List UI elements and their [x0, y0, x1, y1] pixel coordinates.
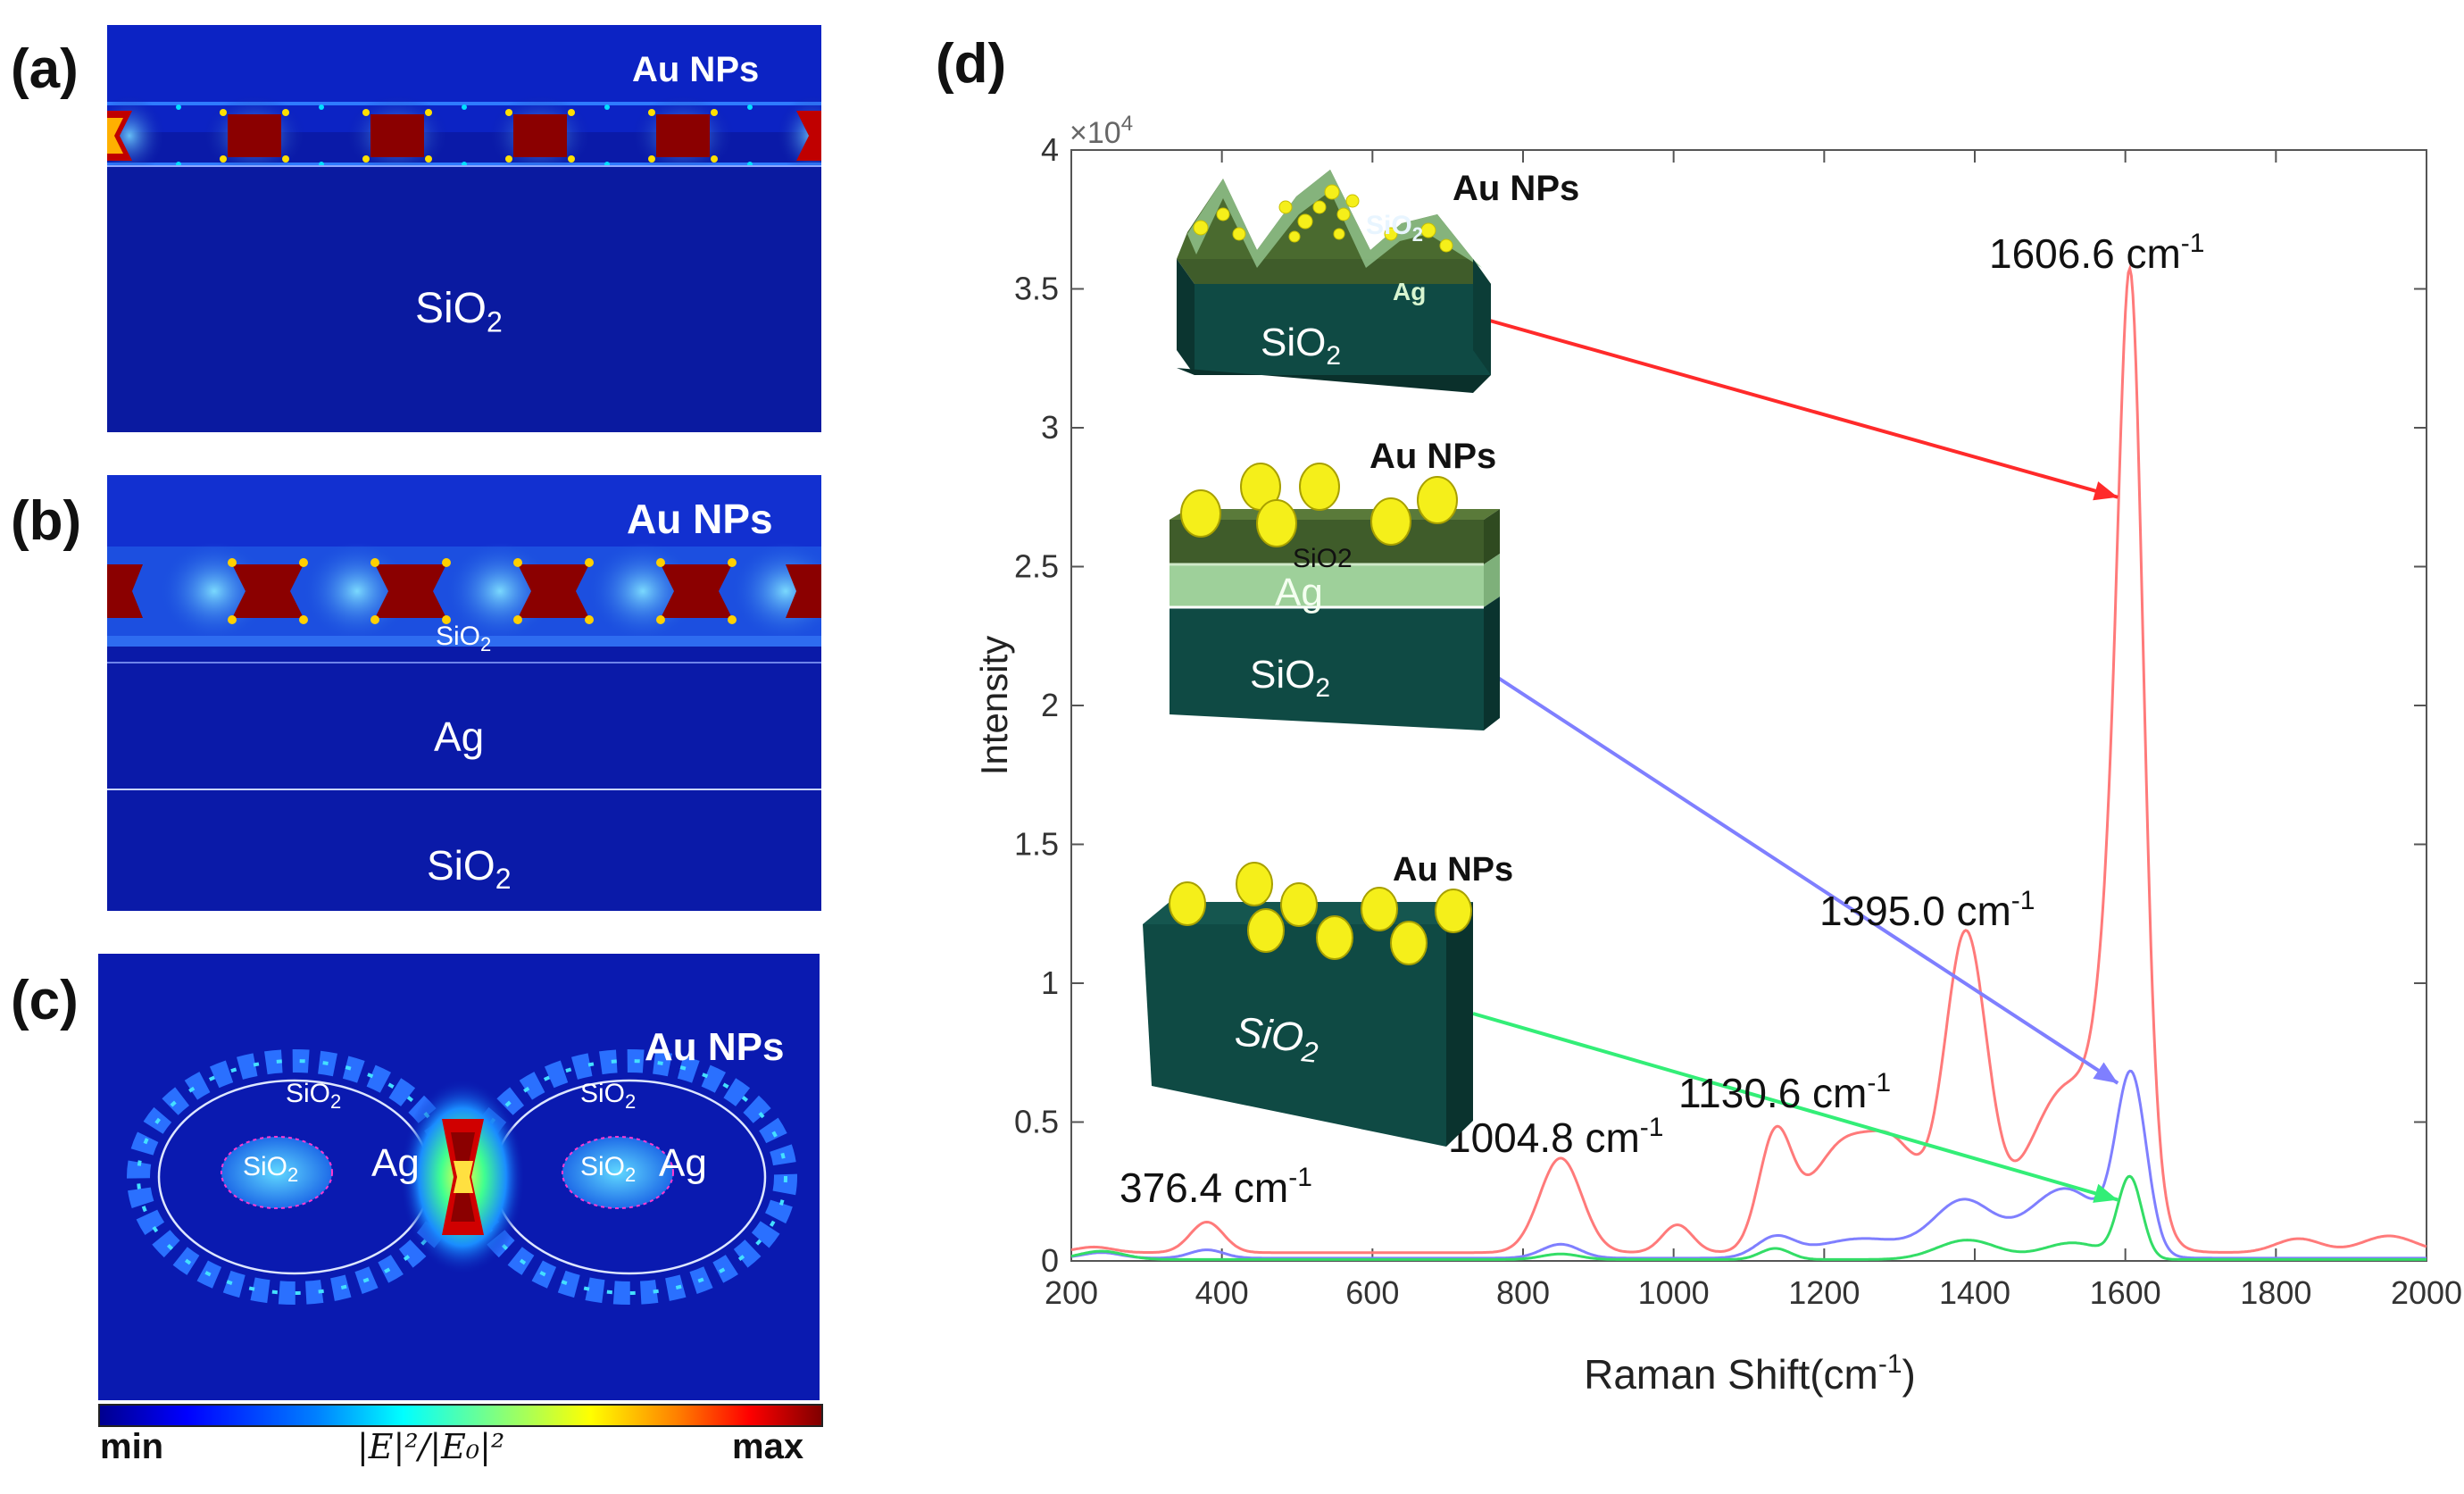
colorbar [98, 1404, 823, 1427]
panel-c-core-left-label: SiO2 [243, 1152, 299, 1186]
y-tick-label-0: 0 [1041, 1242, 1059, 1279]
panel-a-field-map: Au NPs SiO2 [107, 25, 821, 432]
panel-c-field-map: Au NPs SiO2 SiO2 SiO2 SiO2 Ag Ag [98, 954, 820, 1400]
y-multiplier: ×104 [1070, 112, 1133, 150]
annotation-1130: 1130.6 cm-1 [1678, 1068, 1891, 1116]
x-tick-label-200: 200 [1045, 1274, 1098, 1311]
x-tick-label-600: 600 [1345, 1274, 1399, 1311]
arrow-head-middle [2093, 1062, 2119, 1083]
series-line-0 [1070, 263, 2427, 1255]
panel-b-field-svg [107, 475, 821, 911]
inset-top-substrate-label: SiO2 [1261, 321, 1341, 371]
panel-d-letter: (d) [936, 33, 1007, 95]
x-tick-label-800: 800 [1496, 1274, 1550, 1311]
panel-a-sio2-label: SiO2 [415, 285, 503, 338]
inset-top-schematic: Au NPs SiO2 Ag SiO2 [1177, 169, 1579, 393]
y-tick-label-2.5: 2.5 [1014, 548, 1059, 585]
x-tick-label-1200: 1200 [1788, 1274, 1860, 1311]
annotation-1606: 1606.6 cm-1 [1989, 229, 2204, 277]
inset-bottom-np-label: Au NPs [1393, 851, 1513, 889]
panel-c-shell-right-label: SiO2 [580, 1079, 637, 1113]
annotation-376: 376.4 cm-1 [1120, 1163, 1312, 1211]
inset-bottom-schematic: Au NPs SiO2 [1143, 851, 1513, 1147]
panel-b-letter: (b) [11, 490, 82, 552]
panel-a-au-label: Au NPs [632, 50, 760, 89]
series-layer [1070, 263, 2427, 1261]
y-tick-label-4: 4 [1041, 131, 1059, 168]
y-axis-label: Intensity [973, 636, 1015, 775]
x-tick-label-1800: 1800 [2240, 1274, 2311, 1311]
panel-c-ag-right-label: Ag [659, 1141, 707, 1185]
panel-b-hotspots [107, 542, 821, 640]
arrow-bottom [1472, 1012, 2119, 1202]
annotation-1395: 1395.0 cm-1 [1819, 886, 2035, 934]
panel-b-au-label: Au NPs [627, 496, 773, 542]
x-tick-label-400: 400 [1195, 1274, 1249, 1311]
inset-middle-schematic: Au NPs SiO2 Ag SiO2 [1170, 437, 1500, 730]
inset-middle-spacer-label: SiO2 [1293, 544, 1353, 573]
inset-bottom-substrate-label: SiO2 [1232, 1007, 1321, 1069]
inset-top-np-label: Au NPs [1453, 169, 1579, 208]
y-tick-label-1: 1 [1041, 964, 1059, 1001]
panel-a-hotspots [107, 95, 821, 177]
panel-a-field-svg [107, 25, 821, 432]
panel-c-field-svg [127, 1049, 797, 1305]
x-tick-label-1600: 1600 [2090, 1274, 2161, 1311]
inset-top-ag-label: Ag [1393, 278, 1426, 305]
annotation-1004: 1004.8 cm-1 [1448, 1113, 1663, 1161]
y-tick-label-0.5: 0.5 [1014, 1104, 1059, 1140]
colorbar-quantity-label: |E|²/|E₀|² [357, 1427, 505, 1466]
x-tick-label-2000: 2000 [2391, 1274, 2462, 1311]
y-tick-label-2: 2 [1041, 687, 1059, 723]
panel-c-ag-left-label: Ag [371, 1141, 420, 1185]
panel-c-gap-hotspot [400, 1079, 525, 1275]
panel-c-core-right-label: SiO2 [580, 1152, 637, 1186]
arrow-head-top [2093, 481, 2119, 501]
panel-c-au-label: Au NPs [645, 1025, 785, 1069]
panel-c-letter: (c) [11, 970, 79, 1031]
panel-b-ag-label: Ag [434, 714, 485, 760]
panel-a-letter: (a) [11, 38, 79, 100]
panel-b-spacer-label: SiO2 [436, 622, 492, 655]
arrow-top [1479, 316, 2119, 499]
panel-b-field-map: Au NPs SiO2 Ag SiO2 [107, 475, 821, 911]
y-tick-label-3.5: 3.5 [1014, 271, 1059, 307]
arrow-middle [1473, 661, 2119, 1085]
x-tick-label-1000: 1000 [1638, 1274, 1710, 1311]
panel-b-sio2-label: SiO2 [427, 842, 512, 896]
x-tick-label-1400: 1400 [1939, 1274, 2010, 1311]
y-tick-label-1.5: 1.5 [1014, 826, 1059, 863]
colorbar-min-label: min [100, 1427, 164, 1466]
arrow-head-bottom [2093, 1183, 2119, 1203]
inset-top-spacer-label: SiO2 [1366, 211, 1423, 246]
inset-middle-ag-label: Ag [1275, 571, 1323, 614]
panel-c-shell-left-label: SiO2 [286, 1079, 342, 1113]
inset-middle-substrate-label: SiO2 [1250, 653, 1330, 703]
arrow-lines [1472, 316, 2119, 1203]
x-axis-label: Raman Shift(cm-1) [1584, 1349, 1916, 1398]
y-tick-label-3: 3 [1041, 409, 1059, 446]
inset-middle-np-label: Au NPs [1369, 437, 1496, 476]
colorbar-max-label: max [732, 1427, 804, 1466]
series-line-2 [1070, 1174, 2427, 1261]
